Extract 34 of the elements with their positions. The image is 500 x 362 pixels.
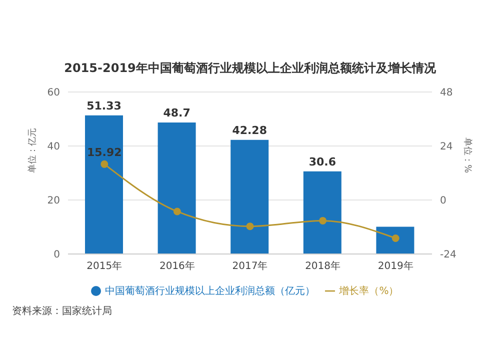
y-tick-label: 40 bbox=[47, 142, 60, 153]
point bbox=[319, 216, 327, 224]
legend-label: 增长率（%） bbox=[339, 286, 399, 297]
data-label: 15.92 bbox=[87, 146, 122, 160]
bar bbox=[376, 226, 414, 254]
y2-axis-title: 单位：% bbox=[462, 137, 473, 174]
x-tick-label: 2016年 bbox=[159, 260, 195, 272]
point bbox=[100, 160, 108, 168]
chart-title: 2015-2019年中国葡萄酒行业规模以上企业利润总额统计及增长情况 bbox=[63, 60, 437, 77]
point bbox=[392, 234, 400, 242]
bar bbox=[303, 171, 342, 254]
bar bbox=[158, 122, 196, 254]
y2-tick-label: 0 bbox=[440, 196, 446, 207]
legend-label: 中国葡萄酒行业规模以上企业利润总额（亿元） bbox=[105, 286, 316, 297]
x-tick-label: 2015年 bbox=[86, 260, 122, 272]
y2-tick-label: 48 bbox=[440, 88, 453, 99]
data-label: 30.6 bbox=[308, 155, 336, 168]
bar bbox=[230, 140, 269, 254]
bar bbox=[85, 115, 123, 254]
data-label: 51.33 bbox=[86, 99, 122, 112]
x-tick-label: 2019年 bbox=[378, 260, 414, 272]
y-axis-title: 单位：亿元 bbox=[27, 128, 38, 173]
data-label: 48.7 bbox=[163, 106, 190, 120]
y-tick-label: 60 bbox=[47, 88, 60, 99]
point bbox=[173, 208, 181, 216]
y2-tick-label: -24 bbox=[440, 250, 456, 261]
y-tick-label: 20 bbox=[47, 196, 60, 207]
x-tick-label: 2017年 bbox=[232, 260, 268, 272]
data-label: 42.28 bbox=[232, 124, 267, 137]
point bbox=[246, 222, 254, 230]
x-tick-label: 2018年 bbox=[305, 260, 341, 272]
y-tick-label: 0 bbox=[54, 250, 60, 261]
text: 资料来源：国家统计局 bbox=[11, 304, 113, 318]
y2-tick-label: 24 bbox=[440, 142, 453, 153]
